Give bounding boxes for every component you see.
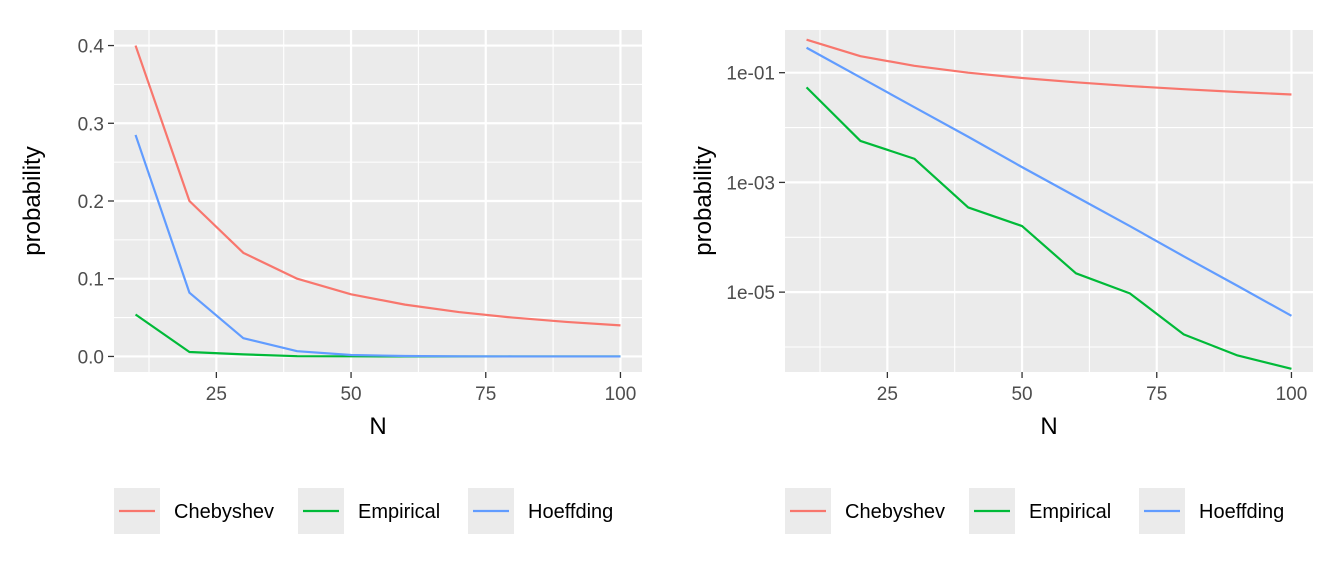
series-line-empirical bbox=[805, 86, 1292, 370]
legend: Chebyshev Empirical Hoeffding bbox=[785, 488, 1284, 534]
y-tick-label: 1e-01 bbox=[726, 64, 775, 85]
x-tick-label: 50 bbox=[1011, 384, 1032, 405]
series-line-chebyshev bbox=[806, 38, 1292, 96]
plot-background bbox=[785, 30, 1313, 372]
y-axis-title: probability bbox=[690, 146, 717, 255]
legend: Chebyshev Empirical Hoeffding bbox=[114, 488, 613, 534]
y-tick-label: 0.3 bbox=[78, 114, 104, 135]
legend-item-hoeffding: Hoeffding bbox=[468, 488, 613, 534]
legend-label: Chebyshev bbox=[174, 501, 274, 523]
y-tick-label: 0.4 bbox=[78, 37, 105, 58]
x-tick-label: 50 bbox=[340, 384, 361, 405]
series-line-hoeffding bbox=[134, 134, 621, 358]
legend-label: Empirical bbox=[1029, 501, 1111, 523]
series-line-hoeffding bbox=[806, 46, 1292, 317]
y-tick-label: 0.0 bbox=[78, 347, 104, 368]
y-tick-label: 1e-03 bbox=[726, 173, 775, 194]
y-axis-title: probability bbox=[19, 146, 46, 255]
legend-item-empirical: Empirical bbox=[298, 488, 440, 534]
x-tick-label: 100 bbox=[605, 384, 637, 405]
y-tick-label: 1e-05 bbox=[726, 283, 775, 304]
x-tick-label: 25 bbox=[206, 384, 227, 405]
legend-label: Empirical bbox=[358, 501, 440, 523]
x-axis-title: N bbox=[1040, 413, 1057, 440]
x-tick-label: 75 bbox=[475, 384, 496, 405]
legend-item-hoeffding: Hoeffding bbox=[1139, 488, 1284, 534]
legend-item-empirical: Empirical bbox=[969, 488, 1111, 534]
x-tick-label: 25 bbox=[877, 384, 898, 405]
x-axis-title: N bbox=[369, 413, 386, 440]
series-line-chebyshev bbox=[134, 45, 621, 327]
y-tick-label: 0.2 bbox=[78, 192, 104, 213]
legend-item-chebyshev: Chebyshev bbox=[114, 488, 274, 534]
y-tick-label: 0.1 bbox=[78, 270, 104, 291]
legend-label: Hoeffding bbox=[528, 501, 613, 523]
x-tick-label: 75 bbox=[1146, 384, 1167, 405]
legend-label: Hoeffding bbox=[1199, 501, 1284, 523]
x-tick-label: 100 bbox=[1276, 384, 1308, 405]
legend-item-chebyshev: Chebyshev bbox=[785, 488, 945, 534]
legend-label: Chebyshev bbox=[845, 501, 945, 523]
